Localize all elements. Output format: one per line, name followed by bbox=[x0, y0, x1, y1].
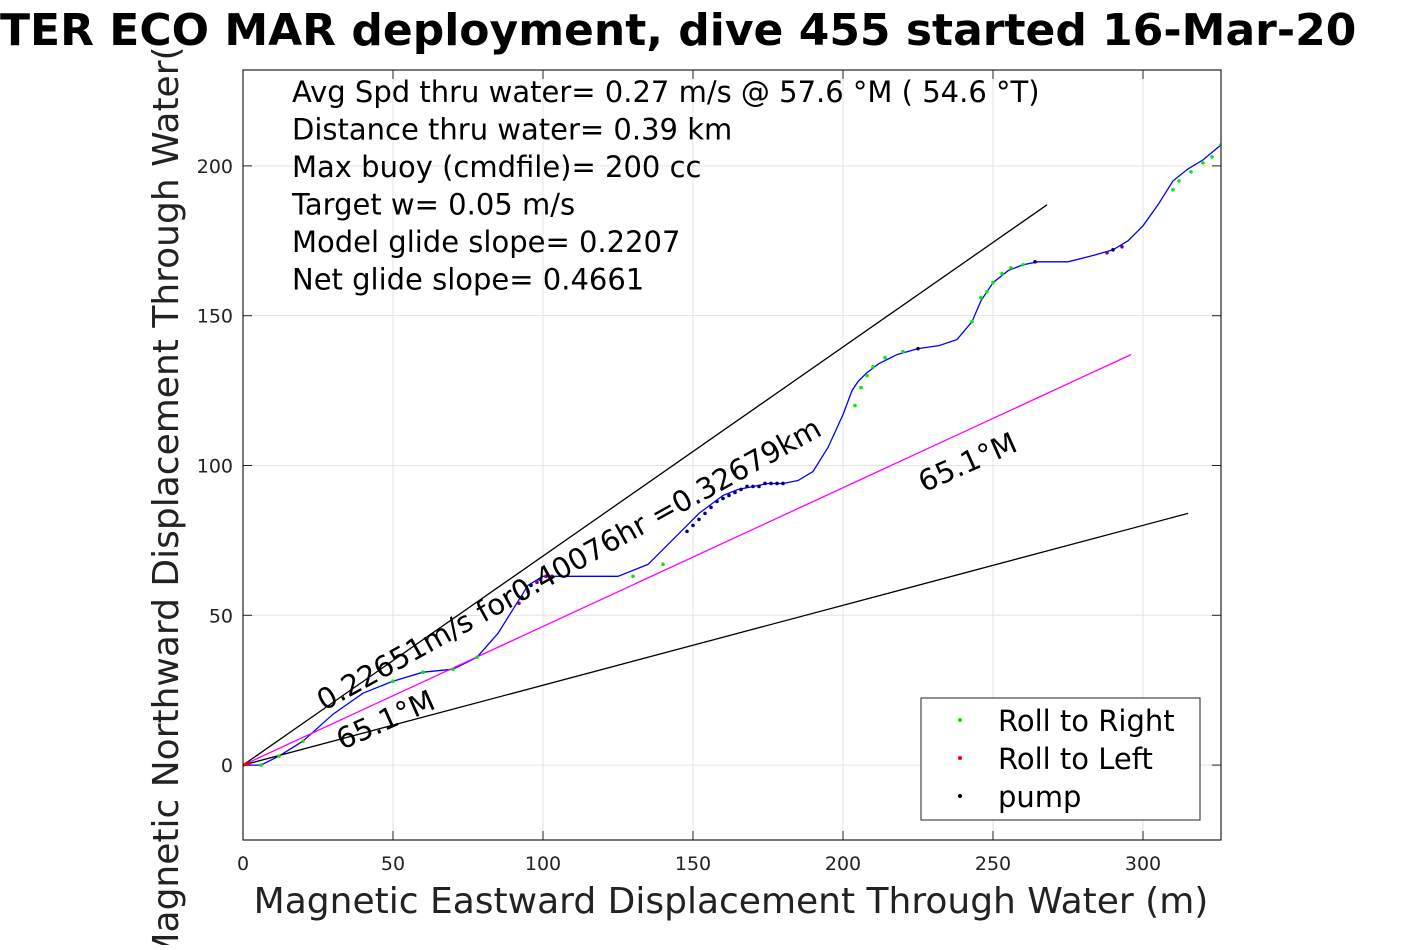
info-line: Target w= 0.05 m/s bbox=[291, 188, 575, 222]
x-tick-label: 200 bbox=[825, 853, 861, 875]
marker-pump bbox=[520, 595, 524, 600]
marker-roll_right bbox=[871, 364, 875, 369]
marker-roll_right bbox=[1009, 265, 1013, 270]
marker-pump bbox=[739, 487, 743, 492]
legend-label: Roll to Right bbox=[998, 704, 1175, 738]
legend-marker bbox=[958, 794, 962, 798]
marker-pump bbox=[916, 346, 920, 351]
legend-label: Roll to Left bbox=[998, 742, 1153, 776]
marker-roll_right bbox=[901, 349, 905, 354]
marker-pump bbox=[697, 517, 701, 522]
y-tick-label: 150 bbox=[197, 306, 233, 328]
marker-roll_right bbox=[883, 355, 887, 360]
marker-pump bbox=[763, 481, 767, 486]
marker-pump bbox=[769, 481, 773, 486]
marker-roll_right bbox=[985, 289, 989, 294]
marker-roll_right bbox=[1171, 188, 1175, 192]
marker-pump bbox=[745, 484, 749, 489]
series-line-heading-line bbox=[243, 354, 1132, 766]
marker-pump bbox=[757, 484, 761, 489]
y-tick-label: 200 bbox=[197, 156, 233, 178]
marker-roll_right bbox=[1210, 155, 1214, 159]
marker-roll_right bbox=[259, 763, 263, 767]
marker-pump bbox=[715, 499, 719, 504]
plot-layer: 0 50 100 150 200 250 300 0 50 100 150 200 Avg Spd th… bbox=[197, 69, 1222, 875]
marker-pump_purple bbox=[1120, 244, 1124, 249]
marker-roll_right bbox=[475, 655, 479, 660]
marker-pump_purple bbox=[550, 574, 554, 579]
chart-title: TER ECO MAR deployment, dive 455 started… bbox=[0, 5, 1356, 56]
series-line-lower-bound-line bbox=[243, 512, 1189, 766]
info-line: Distance thru water= 0.39 km bbox=[292, 113, 732, 147]
marker-pump bbox=[691, 523, 695, 528]
info-line: Max buoy (cmdfile)= 200 cc bbox=[292, 150, 701, 184]
marker-roll_right bbox=[859, 385, 863, 390]
marker-pump_purple bbox=[535, 580, 539, 585]
marker-pump_purple bbox=[517, 601, 521, 606]
marker-pump bbox=[733, 490, 737, 495]
marker-roll_right bbox=[1201, 161, 1205, 165]
marker-pump bbox=[529, 583, 533, 588]
info-line: Model glide slope= 0.2207 bbox=[292, 225, 680, 259]
marker-pump bbox=[1033, 259, 1037, 264]
marker-pump bbox=[1111, 247, 1115, 252]
x-tick-label: 0 bbox=[237, 853, 249, 875]
marker-roll_right bbox=[421, 670, 425, 675]
marker-pump bbox=[538, 577, 542, 582]
marker-roll_right bbox=[1000, 271, 1004, 276]
marker-roll_left bbox=[247, 761, 251, 766]
legend-box bbox=[920, 697, 1201, 821]
marker-roll_right bbox=[301, 739, 305, 743]
y-tick-label: 0 bbox=[221, 755, 233, 777]
marker-roll_right bbox=[853, 403, 857, 408]
x-tick-label: 150 bbox=[675, 853, 711, 875]
marker-roll_right bbox=[1021, 262, 1025, 267]
marker-pump bbox=[775, 481, 779, 486]
x-tick-label: 50 bbox=[381, 853, 405, 875]
marker-pump_purple bbox=[526, 589, 530, 594]
y-axis-label: Magnetic Northward Displacement Through … bbox=[146, 46, 187, 945]
info-line: Avg Spd thru water= 0.27 m/s @ 57.6 °M (… bbox=[292, 75, 1040, 109]
plot-frame bbox=[242, 69, 1222, 841]
marker-roll_right bbox=[991, 280, 995, 285]
marker-pump bbox=[685, 529, 689, 534]
marker-roll_right bbox=[1177, 179, 1181, 183]
marker-roll_right bbox=[979, 295, 983, 300]
legend-marker bbox=[958, 718, 962, 722]
x-axis-label: Magnetic Eastward Displacement Through W… bbox=[254, 881, 1209, 922]
marker-roll_right bbox=[661, 562, 665, 567]
marker-pump_purple bbox=[544, 574, 548, 579]
marker-roll_right bbox=[391, 679, 395, 684]
marker-roll_right bbox=[970, 319, 974, 324]
y-tick-label: 50 bbox=[209, 605, 233, 627]
marker-group bbox=[243, 143, 1221, 767]
marker-roll_right bbox=[865, 373, 869, 378]
x-tick-label: 100 bbox=[525, 853, 561, 875]
y-tick-label: 100 bbox=[197, 455, 233, 477]
marker-roll_right bbox=[631, 574, 635, 579]
marker-pump bbox=[751, 484, 755, 489]
marker-pump bbox=[721, 496, 725, 501]
legend-marker bbox=[958, 756, 962, 760]
marker-roll_right bbox=[451, 667, 455, 672]
marker-roll_right bbox=[277, 754, 281, 758]
marker-pump bbox=[727, 493, 731, 498]
x-tick-label: 300 bbox=[1125, 853, 1161, 875]
marker-pump bbox=[703, 511, 707, 516]
x-tick-label: 250 bbox=[975, 853, 1011, 875]
info-line: Net glide slope= 0.4661 bbox=[292, 263, 644, 297]
marker-pump bbox=[709, 505, 713, 510]
marker-roll_left bbox=[244, 762, 248, 766]
legend-label: pump bbox=[998, 780, 1081, 814]
series-line-upper-bound-line bbox=[243, 204, 1048, 766]
marker-roll_right bbox=[1189, 170, 1193, 174]
marker-pump bbox=[781, 481, 785, 486]
marker-pump_purple bbox=[1105, 250, 1109, 255]
